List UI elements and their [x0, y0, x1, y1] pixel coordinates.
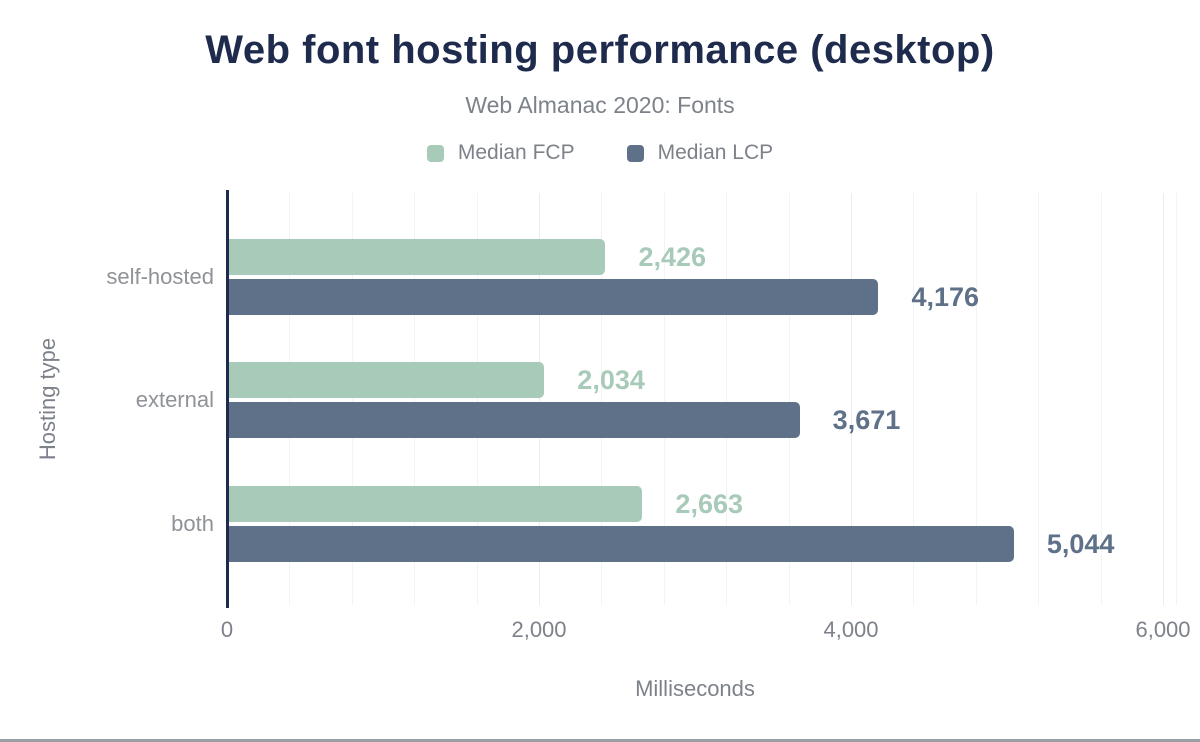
category-label: self-hosted [106, 264, 214, 289]
y-axis-line [226, 190, 229, 608]
bar-median-lcp [227, 279, 879, 315]
plot-right-boundary [1176, 193, 1177, 605]
bar-value-label: 3,671 [832, 405, 901, 435]
gridline-major [851, 193, 852, 605]
median-lcp-swatch-icon [626, 144, 644, 162]
x-axis-ticks: 0 2,000 4,000 6,000 [221, 617, 1191, 645]
legend-item-median-fcp: Median FCP [426, 141, 575, 165]
bar-group-self-hosted: self-hosted 2,426 4,176 [106, 239, 1177, 315]
gridline-minor [1100, 193, 1102, 605]
bar-group-both: both 2,663 5,044 [171, 486, 1177, 562]
median-fcp-swatch-icon [426, 144, 444, 162]
legend-label-median-lcp: Median LCP [657, 141, 774, 164]
bar-group-external: external 2,034 3,671 [136, 362, 1177, 438]
chart-subtitle: Web Almanac 2020: Fonts [465, 92, 735, 118]
bar-value-label: 2,663 [675, 489, 743, 519]
bar-median-fcp [227, 239, 606, 275]
bar-median-lcp [227, 402, 800, 438]
plot-area: self-hosted 2,426 4,176 external 2,034 3,671 b… [106, 190, 1177, 608]
x-axis-title: Milliseconds [635, 676, 755, 701]
gridline-minor [289, 193, 291, 605]
gridline-minor [476, 193, 478, 605]
bar-median-fcp [227, 486, 643, 522]
bar-median-lcp [227, 526, 1014, 562]
category-label: external [135, 387, 214, 412]
bar-median-fcp [227, 362, 545, 398]
chart-title: Web font hosting performance (desktop) [205, 28, 995, 72]
gridline-minor [601, 193, 603, 605]
legend-item-median-lcp: Median LCP [626, 141, 774, 165]
gridline-minor [913, 193, 915, 605]
gridline-minor [788, 193, 790, 605]
gridline-minor [1038, 193, 1040, 605]
gridline-minor [663, 193, 665, 605]
gridline-minor [975, 193, 977, 605]
x-tick-label: 0 [220, 617, 234, 642]
bar-value-label: 2,426 [638, 242, 707, 272]
gridline-major [1163, 193, 1164, 605]
gridline-major [539, 193, 540, 605]
legend-label-median-fcp: Median FCP [457, 141, 575, 164]
bar-value-label: 5,044 [1046, 529, 1115, 559]
legend: Median FCP Median LCP [0, 141, 1200, 165]
bar-value-label: 4,176 [911, 282, 980, 312]
gridline-minor [726, 193, 728, 605]
x-tick-label: 4,000 [823, 617, 879, 642]
x-tick-label: 6,000 [1135, 617, 1191, 642]
gridline-minor [351, 193, 353, 605]
bar-value-label: 2,034 [577, 365, 645, 395]
x-tick-label: 2,000 [511, 617, 567, 642]
bottom-divider [0, 739, 1200, 742]
category-label: both [171, 511, 214, 536]
gridline-minor [414, 193, 416, 605]
